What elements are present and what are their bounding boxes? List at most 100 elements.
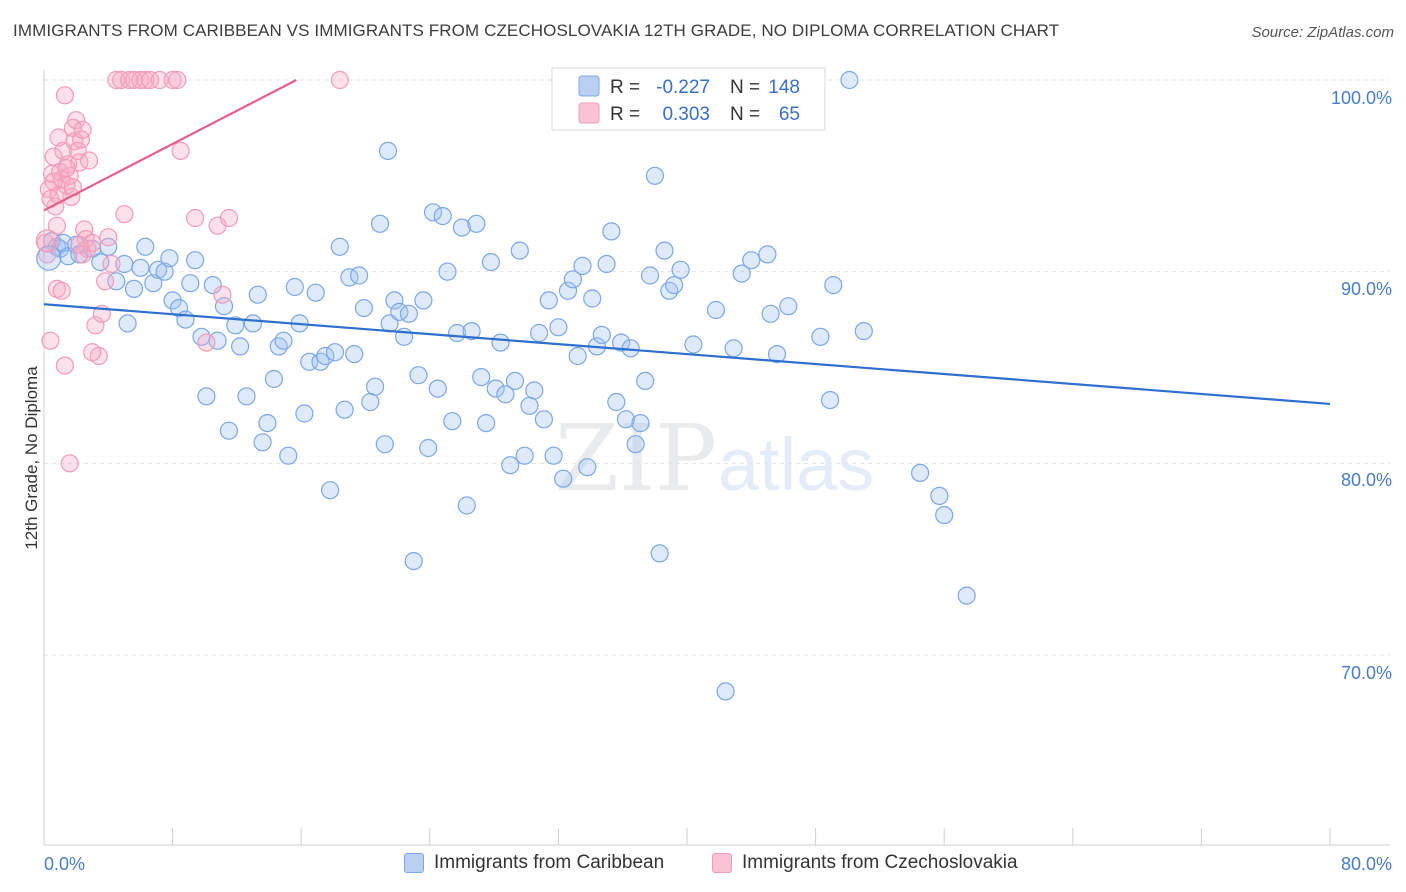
- point-caribbean: [671, 260, 690, 279]
- point-caribbean: [428, 379, 447, 398]
- point-caribbean: [732, 264, 751, 283]
- point-caribbean: [186, 251, 205, 270]
- point-czechoslovakia: [70, 235, 89, 254]
- point-caribbean: [477, 414, 496, 433]
- point-caribbean: [742, 251, 761, 270]
- watermark-atlas: atlas: [718, 423, 874, 506]
- stats-legend: R = -0.227 N = 148 R = 0.303 N = 65: [551, 67, 826, 131]
- point-caribbean: [684, 335, 703, 354]
- point-caribbean: [335, 400, 354, 419]
- point-czechoslovakia: [52, 281, 71, 300]
- point-caribbean: [36, 245, 62, 271]
- point-caribbean: [496, 385, 515, 404]
- legend-n-label-2: N =: [730, 104, 760, 125]
- point-caribbean: [650, 544, 669, 563]
- point-czechoslovakia: [57, 159, 76, 178]
- point-czechoslovakia: [55, 356, 75, 375]
- point-caribbean: [616, 410, 636, 429]
- point-caribbean: [237, 387, 256, 406]
- point-caribbean: [274, 331, 293, 350]
- point-caribbean: [544, 446, 563, 465]
- point-czechoslovakia: [107, 70, 126, 90]
- y-tick-label: 100.0%: [1331, 88, 1392, 108]
- point-czechoslovakia: [95, 272, 115, 291]
- point-czechoslovakia: [41, 331, 60, 350]
- point-caribbean: [375, 435, 394, 454]
- point-caribbean: [462, 322, 481, 341]
- point-czechoslovakia: [197, 333, 216, 352]
- point-czechoslovakia: [168, 70, 187, 90]
- point-caribbean: [118, 314, 137, 333]
- point-czechoslovakia: [186, 208, 205, 228]
- point-caribbean: [660, 281, 679, 300]
- point-caribbean: [716, 682, 735, 701]
- point-caribbean: [583, 289, 602, 308]
- trend-lines: [43, 79, 1331, 406]
- point-caribbean: [264, 369, 283, 389]
- point-caribbean: [295, 404, 314, 423]
- point-caribbean: [253, 433, 272, 452]
- point-czechoslovakia: [219, 208, 238, 228]
- point-caribbean: [578, 458, 597, 477]
- point-caribbean: [443, 412, 462, 431]
- legend-n-value-1: 148: [768, 77, 800, 98]
- point-czechoslovakia: [141, 70, 160, 90]
- point-czechoslovakia: [115, 205, 134, 224]
- point-caribbean: [811, 327, 830, 346]
- point-caribbean: [366, 377, 385, 396]
- point-caribbean: [767, 345, 787, 364]
- legend-r-label-2: R =: [610, 104, 640, 125]
- point-caribbean: [539, 291, 558, 310]
- series-name-caribbean: Immigrants from Caribbean: [434, 852, 665, 873]
- point-caribbean: [529, 323, 549, 343]
- chart-title: IMMIGRANTS FROM CARIBBEAN VS IMMIGRANTS …: [13, 21, 1060, 40]
- series-legend-czech: Immigrants from Czechoslovakia: [712, 852, 1018, 874]
- series-name-czech: Immigrants from Czechoslovakia: [742, 852, 1018, 873]
- point-caribbean: [592, 325, 611, 344]
- point-caribbean: [554, 469, 573, 488]
- point-caribbean: [558, 281, 578, 300]
- point-caribbean: [404, 551, 423, 571]
- point-caribbean: [568, 346, 587, 366]
- point-caribbean: [378, 141, 398, 160]
- point-caribbean: [501, 456, 520, 475]
- point-caribbean: [510, 241, 529, 260]
- y-tick-label: 80.0%: [1341, 470, 1392, 490]
- point-czechoslovakia: [35, 229, 59, 253]
- point-caribbean: [131, 258, 150, 277]
- point-caribbean: [472, 368, 491, 387]
- point-caribbean: [285, 277, 304, 297]
- point-caribbean: [930, 486, 949, 505]
- series-swatch-czech: [712, 853, 732, 873]
- point-caribbean: [144, 274, 163, 293]
- point-caribbean: [563, 270, 583, 289]
- point-caribbean: [724, 339, 743, 358]
- point-caribbean: [370, 214, 390, 233]
- point-caribbean: [481, 253, 500, 272]
- series-legend: Immigrants from Caribbean Immigrants fro…: [0, 852, 1406, 876]
- legend-r-label-1: R =: [610, 77, 640, 98]
- point-caribbean: [664, 276, 684, 295]
- point-caribbean: [607, 392, 626, 412]
- legend-swatch-caribbean: [578, 75, 600, 97]
- point-caribbean: [645, 166, 665, 185]
- point-caribbean: [779, 297, 798, 316]
- point-caribbean: [761, 304, 780, 323]
- chart-source: Source: ZipAtlas.com: [1251, 24, 1394, 41]
- series-legend-caribbean: Immigrants from Caribbean: [404, 852, 664, 874]
- point-caribbean: [160, 249, 179, 268]
- point-caribbean: [155, 262, 174, 281]
- point-czechoslovakia: [102, 254, 121, 274]
- point-caribbean: [149, 260, 168, 279]
- point-caribbean: [136, 237, 155, 256]
- point-czechoslovakia: [150, 70, 169, 90]
- point-czechoslovakia: [171, 141, 190, 160]
- point-caribbean: [515, 446, 534, 465]
- point-caribbean: [203, 276, 222, 295]
- point-caribbean: [311, 352, 330, 371]
- point-caribbean: [345, 345, 364, 364]
- point-caribbean: [910, 463, 930, 482]
- y-tick-label: 70.0%: [1341, 663, 1392, 683]
- legend-n-value-2: 65: [779, 104, 800, 125]
